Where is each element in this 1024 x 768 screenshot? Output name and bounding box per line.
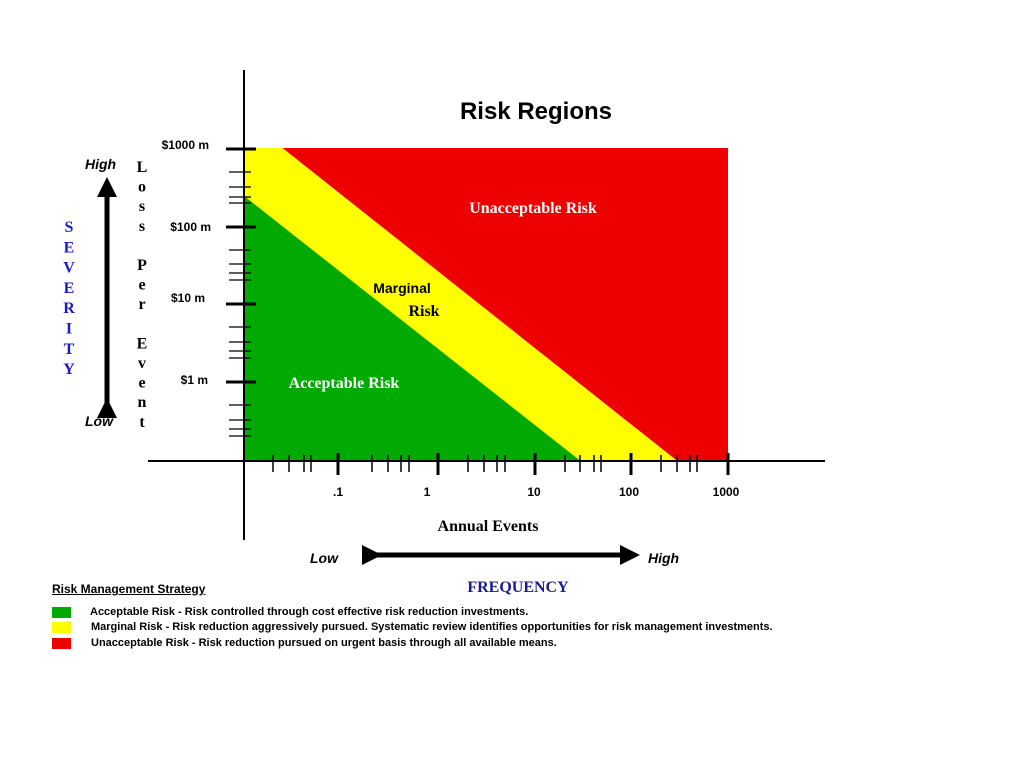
loss-per-event-letter: t (139, 414, 145, 431)
frequency-high-label: High (648, 550, 679, 566)
legend-swatch-unacceptable (52, 637, 71, 649)
frequency-low-label: Low (310, 550, 339, 566)
severity-letter: E (64, 280, 75, 297)
x-tick-label: .1 (333, 485, 343, 499)
severity-letter: R (63, 300, 75, 317)
loss-per-event-letter: e (138, 375, 145, 392)
loss-per-event-letter: r (138, 296, 145, 313)
legend-item: Acceptable Risk - Risk controlled throug… (52, 605, 528, 619)
marginal-risk-label-line1: Marginal (373, 280, 431, 296)
acceptable-risk-region (244, 196, 581, 461)
legend-text: Marginal Risk - Risk reduction aggressiv… (91, 621, 773, 633)
severity-letter: T (64, 341, 75, 358)
x-tick-label: 10 (527, 485, 541, 499)
x-tick-label: 100 (619, 485, 639, 499)
x-axis-label: Annual Events (438, 518, 539, 535)
severity-low-label: Low (85, 413, 114, 429)
loss-per-event-letter: e (138, 277, 145, 294)
x-tick-label: 1 (424, 485, 431, 499)
acceptable-risk-label: Acceptable Risk (289, 375, 400, 392)
legend-text: Acceptable Risk - Risk controlled throug… (90, 606, 529, 618)
legend-item: Unacceptable Risk - Risk reduction pursu… (52, 636, 557, 650)
x-tick-label: 1000 (713, 485, 740, 499)
severity-letter: S (65, 219, 74, 236)
legend-title: Risk Management Strategy (52, 582, 206, 596)
loss-per-event-letter: E (137, 335, 148, 352)
chart-title: Risk Regions (460, 98, 612, 125)
y-tick-label: $1000 m (162, 138, 209, 152)
loss-per-event-letter: n (138, 394, 147, 411)
loss-per-event-letter: P (137, 257, 147, 274)
severity-letter: Y (63, 361, 75, 378)
legend-text: Unacceptable Risk - Risk reduction pursu… (91, 637, 557, 649)
loss-per-event-letter: s (139, 218, 145, 235)
loss-per-event-letter: o (138, 179, 146, 196)
frequency-label: FREQUENCY (467, 579, 569, 596)
loss-per-event-letter: L (137, 159, 148, 176)
legend-item: Marginal Risk - Risk reduction aggressiv… (52, 620, 773, 634)
loss-per-event-letter: s (139, 198, 145, 215)
y-tick-label: $10 m (171, 291, 205, 305)
legend-swatch-acceptable (52, 606, 71, 618)
loss-per-event-letter: v (138, 355, 146, 372)
severity-letter: E (64, 239, 75, 256)
severity-letter: V (63, 260, 75, 277)
unacceptable-risk-label: Unacceptable Risk (469, 200, 597, 217)
severity-letter: I (66, 321, 72, 338)
legend-swatch-marginal (52, 621, 71, 633)
y-tick-label: $1 m (181, 373, 208, 387)
y-tick-label: $100 m (170, 220, 211, 234)
severity-high-label: High (85, 156, 116, 172)
marginal-risk-label-line2: Risk (408, 303, 439, 320)
